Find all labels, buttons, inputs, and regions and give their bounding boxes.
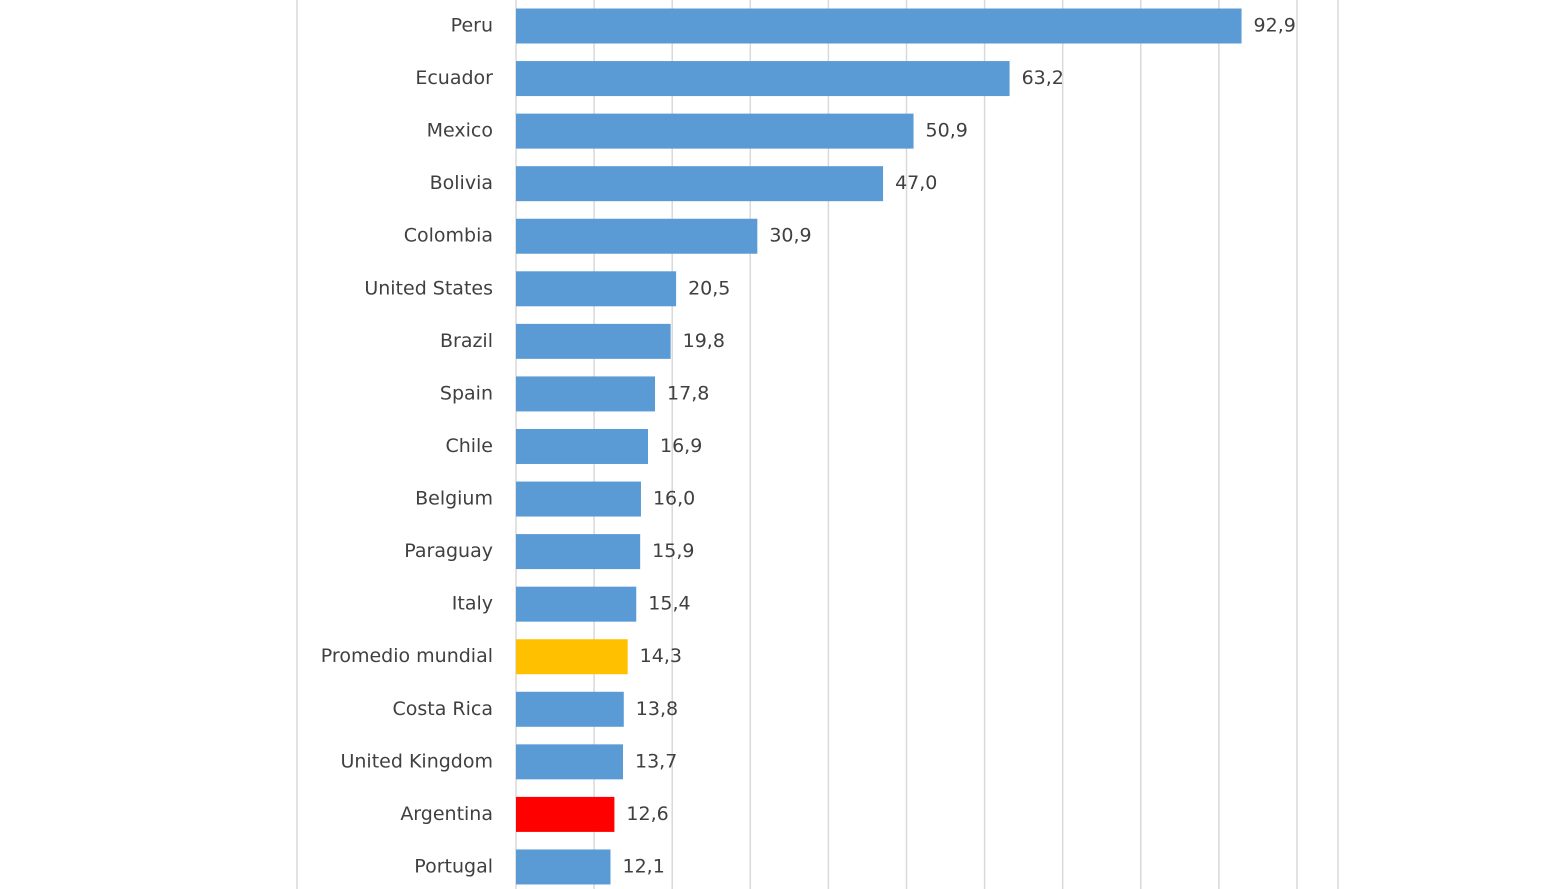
- bar: [516, 271, 677, 307]
- category-label: Costa Rica: [393, 698, 494, 720]
- category-label: Peru: [451, 15, 493, 37]
- value-label: 19,8: [683, 330, 725, 352]
- value-label: 15,4: [648, 593, 690, 615]
- value-label: 12,6: [626, 803, 668, 825]
- bar: [516, 691, 624, 727]
- value-label: 92,9: [1254, 15, 1296, 37]
- category-label: Mexico: [427, 120, 493, 142]
- bar: [516, 796, 615, 832]
- bar: [516, 113, 914, 149]
- bar: [516, 8, 1242, 44]
- bar: [516, 639, 628, 675]
- bar: [516, 534, 641, 570]
- value-label: 20,5: [688, 277, 730, 299]
- bar: [516, 61, 1010, 97]
- category-label: Colombia: [404, 225, 493, 247]
- category-label: Bolivia: [430, 172, 493, 194]
- value-label: 13,7: [635, 750, 677, 772]
- category-label: Brazil: [440, 330, 493, 352]
- value-label: 16,0: [653, 488, 695, 510]
- value-label: 50,9: [926, 120, 968, 142]
- bar: [516, 586, 637, 622]
- bar: [516, 849, 611, 885]
- bar: [516, 428, 648, 464]
- value-label: 17,8: [667, 382, 709, 404]
- value-label: 30,9: [769, 225, 811, 247]
- category-label: Italy: [452, 593, 493, 615]
- category-label: Chile: [445, 435, 493, 457]
- category-label: United States: [364, 277, 493, 299]
- category-label: Belgium: [415, 488, 493, 510]
- category-label: Argentina: [400, 803, 493, 825]
- value-label: 15,9: [652, 540, 694, 562]
- value-label: 14,3: [640, 645, 682, 667]
- category-label: Ecuador: [415, 67, 493, 89]
- category-label: Promedio mundial: [321, 645, 493, 667]
- value-label: 63,2: [1022, 67, 1064, 89]
- bar: [516, 323, 671, 359]
- category-label: Paraguay: [404, 540, 493, 562]
- category-label: Spain: [440, 382, 493, 404]
- bar: [516, 481, 641, 517]
- value-label: 16,9: [660, 435, 702, 457]
- category-label: Portugal: [414, 855, 493, 877]
- bar: [516, 744, 623, 780]
- value-label: 47,0: [895, 172, 937, 194]
- category-label: United Kingdom: [340, 750, 493, 772]
- bar: [516, 376, 656, 412]
- bar: [516, 166, 884, 202]
- value-label: 12,1: [623, 855, 665, 877]
- value-label: 13,8: [636, 698, 678, 720]
- bar: [516, 218, 758, 254]
